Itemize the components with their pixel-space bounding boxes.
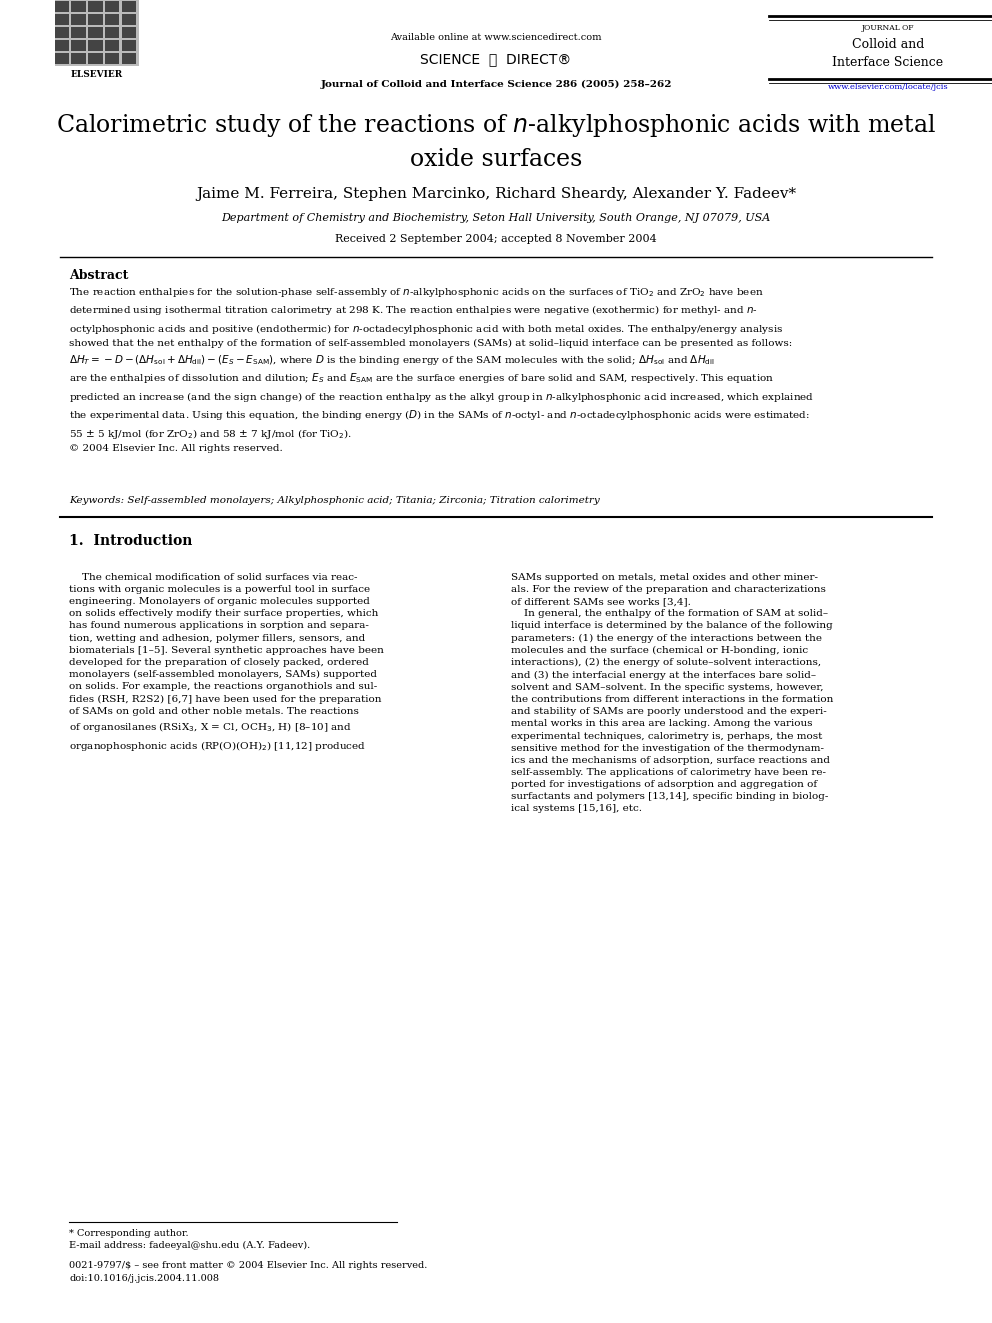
Text: Received 2 September 2004; accepted 8 November 2004: Received 2 September 2004; accepted 8 No… xyxy=(335,234,657,245)
Bar xyxy=(122,40,136,52)
Bar xyxy=(71,1,85,12)
Bar xyxy=(55,53,68,64)
Bar xyxy=(122,26,136,38)
Text: Jaime M. Ferreira, Stephen Marcinko, Richard Sheardy, Alexander Y. Fadeev*: Jaime M. Ferreira, Stephen Marcinko, Ric… xyxy=(196,188,796,201)
Text: Abstract: Abstract xyxy=(69,269,129,282)
Text: 0021-9797/$ – see front matter © 2004 Elsevier Inc. All rights reserved.: 0021-9797/$ – see front matter © 2004 El… xyxy=(69,1261,428,1270)
Text: The reaction enthalpies for the solution-phase self-assembly of $n$-alkylphospho: The reaction enthalpies for the solution… xyxy=(69,286,814,452)
Text: JOURNAL OF: JOURNAL OF xyxy=(862,24,914,32)
Text: 1.  Introduction: 1. Introduction xyxy=(69,534,192,549)
Bar xyxy=(105,1,119,12)
Bar xyxy=(122,1,136,12)
Text: Keywords: Self-assembled monolayers; Alkylphosphonic acid; Titania; Zirconia; Ti: Keywords: Self-assembled monolayers; Alk… xyxy=(69,496,600,505)
Bar xyxy=(105,15,119,25)
Text: E-mail address: fadeeyal@shu.edu (A.Y. Fadeev).: E-mail address: fadeeyal@shu.edu (A.Y. F… xyxy=(69,1241,310,1250)
Bar xyxy=(71,53,85,64)
Text: * Corresponding author.: * Corresponding author. xyxy=(69,1229,189,1238)
Text: Available online at www.sciencedirect.com: Available online at www.sciencedirect.co… xyxy=(390,33,602,41)
Text: doi:10.1016/j.jcis.2004.11.008: doi:10.1016/j.jcis.2004.11.008 xyxy=(69,1274,219,1283)
Bar xyxy=(55,26,68,38)
Bar xyxy=(122,15,136,25)
Text: Calorimetric study of the reactions of $n$-alkylphosphonic acids with metal
oxid: Calorimetric study of the reactions of $… xyxy=(57,112,935,171)
Bar xyxy=(55,1,68,12)
Bar xyxy=(105,53,119,64)
Bar xyxy=(55,40,68,52)
Bar xyxy=(88,15,102,25)
Text: Interface Science: Interface Science xyxy=(832,56,943,69)
Bar xyxy=(122,53,136,64)
Text: The chemical modification of solid surfaces via reac-
tions with organic molecul: The chemical modification of solid surfa… xyxy=(69,573,384,753)
Text: Colloid and: Colloid and xyxy=(852,38,924,52)
Bar xyxy=(105,40,119,52)
Bar xyxy=(71,40,85,52)
Bar xyxy=(71,15,85,25)
Text: SCIENCE  ⓓ  DIRECT®: SCIENCE ⓓ DIRECT® xyxy=(421,53,571,66)
Bar xyxy=(88,1,102,12)
Bar xyxy=(88,26,102,38)
Text: Department of Chemistry and Biochemistry, Seton Hall University, South Orange, N: Department of Chemistry and Biochemistry… xyxy=(221,213,771,224)
Bar xyxy=(71,26,85,38)
Bar xyxy=(55,15,68,25)
Text: SAMs supported on metals, metal oxides and other miner-
als. For the review of t: SAMs supported on metals, metal oxides a… xyxy=(511,573,833,814)
Text: www.elsevier.com/locate/jcis: www.elsevier.com/locate/jcis xyxy=(827,83,948,91)
Bar xyxy=(88,53,102,64)
Bar xyxy=(88,40,102,52)
Text: Journal of Colloid and Interface Science 286 (2005) 258–262: Journal of Colloid and Interface Science… xyxy=(320,81,672,89)
Bar xyxy=(105,26,119,38)
Text: ELSEVIER: ELSEVIER xyxy=(70,70,123,78)
